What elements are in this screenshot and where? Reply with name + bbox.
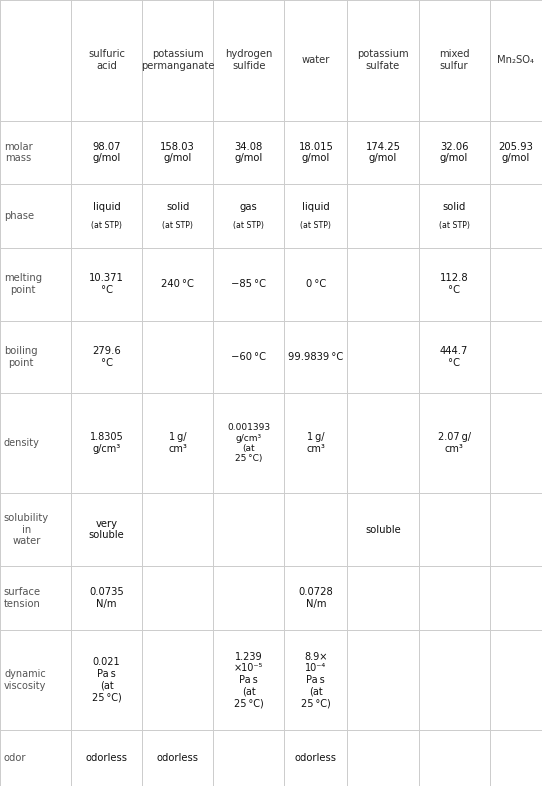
Text: 1 g/
cm³: 1 g/ cm³ (168, 432, 187, 454)
Text: odor: odor (4, 753, 27, 763)
Text: 0.0728
N/m: 0.0728 N/m (299, 587, 333, 608)
Text: molar
mass: molar mass (4, 141, 33, 163)
Text: (at STP): (at STP) (162, 221, 193, 230)
Text: very
soluble: very soluble (89, 519, 125, 541)
Text: boiling
point: boiling point (4, 346, 37, 368)
Text: 1 g/
cm³: 1 g/ cm³ (306, 432, 325, 454)
Text: 8.9×
10⁻⁴
Pa s
(at
25 °C): 8.9× 10⁻⁴ Pa s (at 25 °C) (301, 652, 331, 708)
Text: 99.9839 °C: 99.9839 °C (288, 352, 344, 362)
Text: melting
point: melting point (4, 274, 42, 295)
Text: −60 °C: −60 °C (231, 352, 266, 362)
Text: 0.001393
g/cm³
(at
25 °C): 0.001393 g/cm³ (at 25 °C) (227, 423, 270, 463)
Text: 158.03
g/mol: 158.03 g/mol (160, 141, 195, 163)
Text: 205.93
g/mol: 205.93 g/mol (498, 141, 533, 163)
Text: 0.021
Pa s
(at
25 °C): 0.021 Pa s (at 25 °C) (92, 658, 121, 702)
Text: odorless: odorless (86, 753, 127, 763)
Text: odorless: odorless (157, 753, 199, 763)
Text: Mn₂SO₄: Mn₂SO₄ (498, 55, 534, 65)
Text: hydrogen
sulfide: hydrogen sulfide (225, 50, 273, 71)
Text: sulfuric
acid: sulfuric acid (88, 50, 125, 71)
Text: (at STP): (at STP) (91, 221, 122, 230)
Text: potassium
permanganate: potassium permanganate (141, 50, 215, 71)
Text: 174.25
g/mol: 174.25 g/mol (365, 141, 401, 163)
Text: 32.06
g/mol: 32.06 g/mol (440, 141, 468, 163)
Text: 240 °C: 240 °C (161, 279, 194, 289)
Text: 34.08
g/mol: 34.08 g/mol (235, 141, 263, 163)
Text: (at STP): (at STP) (300, 221, 331, 230)
Text: density: density (4, 439, 40, 448)
Text: 98.07
g/mol: 98.07 g/mol (92, 141, 121, 163)
Text: 279.6
°C: 279.6 °C (92, 346, 121, 368)
Text: 10.371
°C: 10.371 °C (89, 274, 124, 295)
Text: 0.0735
N/m: 0.0735 N/m (89, 587, 124, 608)
Text: solubility
in
water: solubility in water (4, 513, 49, 546)
Text: 112.8
°C: 112.8 °C (440, 274, 468, 295)
Text: potassium
sulfate: potassium sulfate (357, 50, 409, 71)
Text: −85 °C: −85 °C (231, 279, 266, 289)
Text: 0 °C: 0 °C (306, 279, 326, 289)
Text: mixed
sulfur: mixed sulfur (439, 50, 469, 71)
Text: liquid: liquid (302, 202, 330, 211)
Text: solid: solid (442, 202, 466, 211)
Text: 1.239
×10⁻⁵
Pa s
(at
25 °C): 1.239 ×10⁻⁵ Pa s (at 25 °C) (234, 652, 263, 708)
Text: water: water (302, 55, 330, 65)
Text: soluble: soluble (365, 525, 401, 534)
Text: dynamic
viscosity: dynamic viscosity (4, 669, 46, 691)
Text: 444.7
°C: 444.7 °C (440, 346, 468, 368)
Text: 2.07 g/
cm³: 2.07 g/ cm³ (437, 432, 470, 454)
Text: gas: gas (240, 202, 257, 211)
Text: odorless: odorless (295, 753, 337, 763)
Text: phase: phase (4, 211, 34, 221)
Text: surface
tension: surface tension (4, 587, 41, 608)
Text: (at STP): (at STP) (233, 221, 264, 230)
Text: liquid: liquid (93, 202, 120, 211)
Text: solid: solid (166, 202, 189, 211)
Text: 1.8305
g/cm³: 1.8305 g/cm³ (90, 432, 124, 454)
Text: (at STP): (at STP) (438, 221, 469, 230)
Text: 18.015
g/mol: 18.015 g/mol (299, 141, 333, 163)
